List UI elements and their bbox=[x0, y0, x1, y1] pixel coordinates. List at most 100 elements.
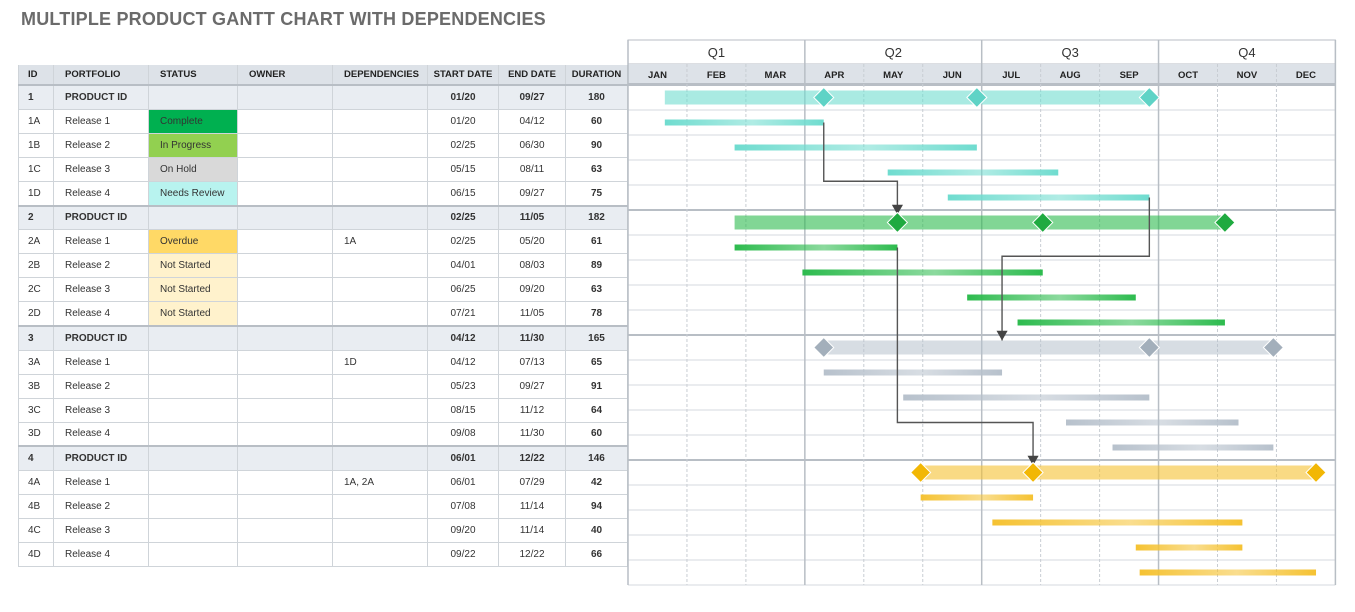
task-bar bbox=[967, 294, 1136, 301]
status-badge: Not Started bbox=[149, 302, 237, 325]
quarter-label: Q3 bbox=[1061, 45, 1078, 60]
task-table: ID PORTFOLIO STATUS OWNER DEPENDENCIES S… bbox=[18, 65, 628, 567]
table-row: 2B Release 2 Not Started 04/01 08/03 89 bbox=[18, 253, 628, 278]
cell-owner[interactable] bbox=[237, 229, 333, 254]
cell-dependencies bbox=[332, 205, 428, 230]
month-label: APR bbox=[824, 70, 844, 81]
task-bar bbox=[887, 169, 1059, 176]
cell-end-date: 09/27 bbox=[498, 85, 566, 110]
cell-id: 1C bbox=[18, 157, 54, 182]
table-row: 1D Release 4 Needs Review 06/15 09/27 75 bbox=[18, 181, 628, 206]
table-row: 3C Release 3 08/15 11/12 64 bbox=[18, 398, 628, 423]
cell-id: 1B bbox=[18, 133, 54, 158]
cell-status bbox=[148, 350, 238, 375]
cell-owner[interactable] bbox=[237, 326, 333, 351]
quarter-label: Q1 bbox=[708, 45, 725, 60]
status-badge: On Hold bbox=[149, 157, 237, 180]
cell-status bbox=[148, 446, 238, 471]
cell-id: 1D bbox=[18, 181, 54, 206]
quarter-label: Q2 bbox=[885, 45, 902, 60]
status-badge: Complete bbox=[149, 109, 237, 132]
cell-owner[interactable] bbox=[237, 374, 333, 399]
cell-owner[interactable] bbox=[237, 350, 333, 375]
cell-owner[interactable] bbox=[237, 494, 333, 519]
cell-portfolio: Release 2 bbox=[53, 494, 149, 519]
cell-id: 4B bbox=[18, 494, 54, 519]
cell-portfolio: Release 3 bbox=[53, 277, 149, 302]
cell-dependencies bbox=[332, 542, 428, 567]
cell-id: 4D bbox=[18, 542, 54, 567]
page-title: MULTIPLE PRODUCT GANTT CHART WITH DEPEND… bbox=[21, 9, 546, 29]
cell-status: In Progress bbox=[148, 133, 238, 158]
cell-id: 3B bbox=[18, 374, 54, 399]
cell-duration: 146 bbox=[565, 446, 628, 471]
milestone-diamond bbox=[813, 336, 835, 359]
cell-end-date: 11/14 bbox=[498, 494, 566, 519]
milestone-diamond bbox=[1214, 211, 1236, 234]
month-label: MAY bbox=[883, 70, 904, 81]
cell-owner[interactable] bbox=[237, 470, 333, 495]
cell-portfolio: Release 3 bbox=[53, 398, 149, 423]
cell-dependencies bbox=[332, 85, 428, 110]
cell-portfolio: Release 1 bbox=[53, 350, 149, 375]
task-bar bbox=[664, 119, 824, 126]
milestone-diamond bbox=[813, 86, 835, 109]
cell-start-date: 06/01 bbox=[427, 446, 499, 471]
cell-dependencies bbox=[332, 422, 428, 447]
table-header: ID PORTFOLIO STATUS OWNER DEPENDENCIES S… bbox=[18, 65, 628, 86]
cell-status bbox=[148, 205, 238, 230]
cell-status: On Hold bbox=[148, 157, 238, 182]
cell-start-date: 05/15 bbox=[427, 157, 499, 182]
cell-owner[interactable] bbox=[237, 301, 333, 327]
cell-owner[interactable] bbox=[237, 542, 333, 567]
cell-end-date: 11/05 bbox=[498, 205, 566, 230]
cell-duration: 89 bbox=[565, 253, 628, 278]
table-row: 1A Release 1 Complete 01/20 04/12 60 bbox=[18, 109, 628, 134]
col-header-owner: OWNER bbox=[237, 65, 333, 86]
table-row: 3A Release 1 1D 04/12 07/13 65 bbox=[18, 350, 628, 375]
status-badge: Not Started bbox=[149, 254, 237, 277]
cell-owner[interactable] bbox=[237, 446, 333, 471]
cell-owner[interactable] bbox=[237, 518, 333, 543]
cell-end-date: 09/27 bbox=[498, 374, 566, 399]
cell-owner[interactable] bbox=[237, 398, 333, 423]
cell-duration: 180 bbox=[565, 85, 628, 110]
month-label: DEC bbox=[1296, 70, 1316, 81]
cell-portfolio: Release 1 bbox=[53, 470, 149, 495]
cell-dependencies bbox=[332, 398, 428, 423]
milestone-diamond bbox=[966, 86, 988, 109]
status-badge: Needs Review bbox=[149, 181, 237, 205]
cell-owner[interactable] bbox=[237, 277, 333, 302]
cell-duration: 165 bbox=[565, 326, 628, 351]
col-header-id: ID bbox=[18, 65, 54, 86]
cell-status: Needs Review bbox=[148, 181, 238, 206]
cell-dependencies bbox=[332, 157, 428, 182]
month-label: JAN bbox=[648, 70, 667, 81]
cell-start-date: 02/25 bbox=[427, 133, 499, 158]
cell-owner[interactable] bbox=[237, 181, 333, 206]
col-header-dependencies: DEPENDENCIES bbox=[332, 65, 428, 86]
month-label: SEP bbox=[1120, 70, 1140, 81]
cell-owner[interactable] bbox=[237, 157, 333, 182]
cell-id: 2D bbox=[18, 301, 54, 327]
cell-owner[interactable] bbox=[237, 205, 333, 230]
task-bar bbox=[1139, 569, 1317, 576]
cell-start-date: 09/08 bbox=[427, 422, 499, 447]
status-badge: Not Started bbox=[149, 278, 237, 301]
cell-id: 2C bbox=[18, 277, 54, 302]
cell-duration: 60 bbox=[565, 109, 628, 134]
product-row: 3 PRODUCT ID 04/12 11/30 165 bbox=[18, 326, 628, 351]
cell-status bbox=[148, 542, 238, 567]
task-bar bbox=[823, 369, 1003, 376]
cell-owner[interactable] bbox=[237, 133, 333, 158]
cell-owner[interactable] bbox=[237, 422, 333, 447]
table-row: 2C Release 3 Not Started 06/25 09/20 63 bbox=[18, 277, 628, 302]
cell-owner[interactable] bbox=[237, 253, 333, 278]
cell-start-date: 04/12 bbox=[427, 350, 499, 375]
cell-owner[interactable] bbox=[237, 109, 333, 134]
col-header-duration: DURATION bbox=[565, 65, 628, 86]
cell-duration: 182 bbox=[565, 205, 628, 230]
cell-portfolio: PRODUCT ID bbox=[53, 205, 149, 230]
cell-owner[interactable] bbox=[237, 85, 333, 110]
task-bar bbox=[734, 244, 898, 251]
